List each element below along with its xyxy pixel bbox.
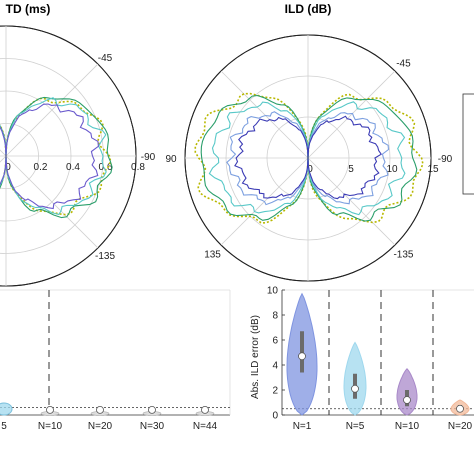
- x-tick-label: N=10: [38, 421, 63, 432]
- y-tick-label: 10: [267, 286, 279, 297]
- radial-tick-label: 0.4: [66, 162, 80, 173]
- y-tick-label: 8: [272, 311, 278, 322]
- polar-spoke: [307, 70, 396, 159]
- ild-error-violin-plot: 0 2 4 6 8 10 N=1 N=5 N=10 N=20: [267, 286, 474, 432]
- x-tick-label: N=20: [448, 421, 473, 432]
- x-tick-label: N=1: [293, 421, 312, 432]
- x-tick-label: 5: [1, 421, 7, 432]
- angle-tick-label: -135: [393, 249, 413, 260]
- angle-tick-label: 90: [165, 154, 177, 165]
- radial-tick-label: 0.2: [34, 162, 48, 173]
- radial-tick-label: 15: [427, 164, 439, 175]
- itd-error-violin-plot: 5 N=10 N=20 N=30 N=44: [0, 289, 231, 432]
- y-tick-label: 4: [272, 361, 278, 372]
- angle-tick-label: -45: [396, 59, 411, 70]
- x-tick-label: N=20: [88, 421, 113, 432]
- polar-spoke: [220, 70, 309, 159]
- ild-polar-plot: 0 5 10 15 -45 -90 -135 135 90: [165, 34, 453, 282]
- polar-spoke: [5, 155, 99, 249]
- polar-series-line: [0, 103, 99, 210]
- angle-tick-label: 135: [204, 249, 221, 260]
- violin-iqr-box: [300, 331, 304, 373]
- violin-median: [201, 405, 209, 414]
- ild-polar-title: ILD (dB): [285, 2, 332, 16]
- radial-tick-label: 0: [307, 164, 313, 175]
- x-tick-label: N=30: [140, 421, 165, 432]
- radial-tick-label: 5: [348, 164, 354, 175]
- x-tick-label: N=44: [193, 421, 218, 432]
- radial-tick-label: 10: [386, 164, 398, 175]
- x-tick-label: N=5: [346, 421, 365, 432]
- violin-median: [46, 405, 54, 414]
- polar-spoke: [307, 157, 396, 246]
- radial-tick-label: 0: [5, 162, 11, 173]
- itd-polar-plot: 0 0.2 0.4 0.6 0.8 -45 -90 -135: [0, 25, 156, 287]
- violin-median: [96, 405, 104, 414]
- legend-box: [462, 93, 474, 195]
- polar-series-line: [234, 115, 382, 200]
- violin-median: [351, 384, 359, 393]
- x-tick-label: N=10: [395, 421, 420, 432]
- itd-polar-title: TD (ms): [6, 2, 51, 16]
- y-tick-label: 6: [272, 336, 278, 347]
- angle-tick-label: -90: [141, 152, 156, 163]
- polar-spoke: [5, 63, 99, 157]
- radial-tick-label: 0.6: [99, 162, 113, 173]
- angle-tick-label: -135: [95, 251, 115, 262]
- violin-median: [298, 352, 306, 361]
- radial-tick-label: 0.8: [131, 162, 145, 173]
- violin-ylabel: Abs. ILD error (dB): [250, 315, 261, 399]
- angle-tick-label: -45: [98, 53, 113, 64]
- angle-tick-label: -90: [438, 154, 453, 165]
- y-tick-label: 2: [272, 386, 278, 397]
- violin-body: [0, 402, 13, 416]
- violin-median: [456, 404, 464, 413]
- y-tick-label: 0: [272, 411, 278, 422]
- violin-median: [148, 405, 156, 414]
- violin-median: [403, 396, 411, 404]
